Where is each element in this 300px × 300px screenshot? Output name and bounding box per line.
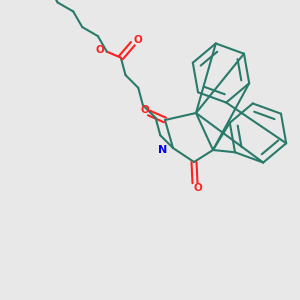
Text: O: O bbox=[95, 45, 104, 55]
Text: O: O bbox=[134, 35, 142, 45]
Text: O: O bbox=[194, 183, 202, 193]
Text: N: N bbox=[158, 145, 168, 155]
Text: O: O bbox=[141, 105, 149, 115]
